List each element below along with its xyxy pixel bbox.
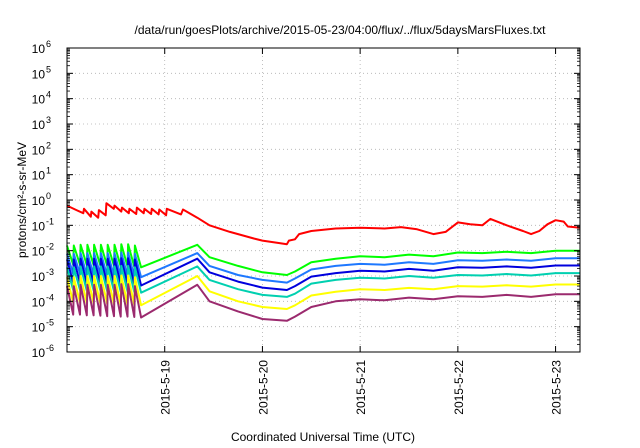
y-tick-exponent: 1 [46, 166, 51, 176]
y-tick-exponent: -6 [46, 343, 54, 353]
y-tick-exponent: 5 [46, 64, 51, 74]
y-axis-label: protons/cm²-s-sr-MeV [15, 142, 29, 258]
y-tick-label: 10 [32, 143, 46, 157]
y-tick-exponent: -4 [46, 292, 54, 302]
y-tick-exponent: -2 [46, 242, 54, 252]
y-tick-exponent: 4 [46, 90, 51, 100]
x-axis: 2015-5-19 2015-5-20 2015-5-21 2015-5-22 2015… [159, 48, 564, 415]
series-line-0 [66, 202, 581, 246]
x-axis-label: Coordinated Universal Time (UTC) [231, 430, 415, 444]
y-tick-label: 10 [32, 118, 46, 132]
x-tick-label: 2015-5-23 [550, 360, 564, 415]
y-axis: 10 -610 -510 -410 -310 -210 -110 010 110 210 310 41… [32, 39, 580, 360]
y-tick-label: 10 [32, 295, 46, 309]
y-tick-label: 10 [32, 42, 46, 56]
y-tick-label: 10 [32, 93, 46, 107]
y-tick-exponent: -3 [46, 267, 54, 277]
y-tick-label: 10 [32, 270, 46, 284]
y-tick-exponent: -5 [46, 318, 54, 328]
y-tick-label: 10 [32, 245, 46, 259]
y-tick-exponent: 2 [46, 140, 51, 150]
x-tick-label: 2015-5-21 [354, 360, 368, 415]
chart-title: /data/run/goesPlots/archive/2015-05-23/0… [135, 23, 547, 37]
y-tick-label: 10 [32, 321, 46, 335]
y-tick-exponent: 0 [46, 191, 51, 201]
x-tick-label: 2015-5-19 [159, 360, 173, 415]
y-tick-label: 10 [32, 219, 46, 233]
y-tick-exponent: 3 [46, 115, 51, 125]
grid-lines [67, 48, 580, 352]
x-tick-label: 2015-5-20 [256, 360, 270, 415]
y-tick-exponent: 6 [46, 39, 51, 49]
y-tick-label: 10 [32, 194, 46, 208]
series-line-4 [66, 264, 580, 298]
y-tick-label: 10 [32, 346, 46, 360]
y-tick-label: 10 [32, 169, 46, 183]
y-tick-label: 10 [32, 67, 46, 81]
y-tick-exponent: -1 [46, 216, 54, 226]
series-line-6 [66, 283, 580, 322]
x-tick-label: 2015-5-22 [452, 360, 466, 415]
series-group [66, 202, 581, 322]
